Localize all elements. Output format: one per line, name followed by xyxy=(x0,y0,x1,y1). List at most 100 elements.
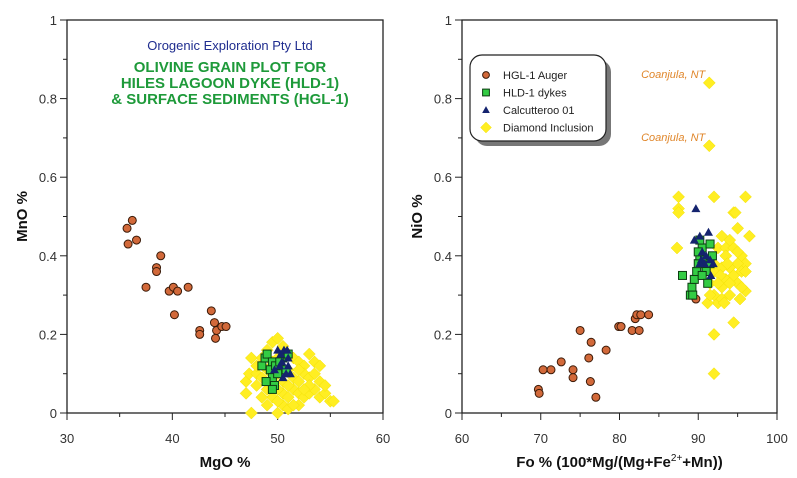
data-point xyxy=(250,379,263,392)
data-point xyxy=(586,337,596,347)
data-point xyxy=(122,223,132,233)
title-line: HILES LAGOON DYKE (HLD-1) xyxy=(121,75,339,92)
data-point xyxy=(152,267,162,277)
data-point xyxy=(591,392,601,402)
legend-label: HLD-1 dykes xyxy=(503,88,567,100)
data-point xyxy=(206,306,216,316)
data-point xyxy=(132,235,142,245)
data-point xyxy=(702,76,716,90)
x-axis-label-text: Fo % (100*Mg/(Mg+Fe xyxy=(516,454,671,471)
data-point xyxy=(282,345,292,354)
title-line: & SURFACE SEDIMENTS (HGL-1) xyxy=(111,91,349,108)
data-point xyxy=(728,206,742,219)
data-point xyxy=(703,288,717,302)
y-tick-label: 0 xyxy=(445,406,452,421)
data-point xyxy=(568,373,578,383)
series-diamond-inclusion xyxy=(670,76,756,381)
x-tick-label: 40 xyxy=(165,431,179,446)
data-point xyxy=(739,265,752,278)
x-axis-label: Fo % (100*Mg/(Mg+Fe2++Mn)) xyxy=(516,453,722,471)
data-point xyxy=(702,139,716,153)
data-point xyxy=(287,398,300,412)
data-point xyxy=(262,349,272,359)
legend-label: Diamond Inclusion xyxy=(503,123,594,135)
legend-label: Calcutteroo 01 xyxy=(503,105,575,117)
y-axis-label: NiO % xyxy=(409,194,426,238)
y-tick-label: 0.6 xyxy=(39,170,57,185)
data-point xyxy=(308,367,321,381)
data-point xyxy=(283,353,293,362)
data-point xyxy=(723,233,737,247)
x-tick-label: 60 xyxy=(376,431,390,446)
data-point xyxy=(278,373,288,382)
data-point xyxy=(585,377,595,387)
x-tick-label: 80 xyxy=(612,431,626,446)
data-point xyxy=(697,247,707,256)
data-point xyxy=(156,251,166,261)
data-point xyxy=(688,290,698,300)
data-point xyxy=(731,221,744,235)
data-point xyxy=(173,286,183,296)
y-tick-label: 0.2 xyxy=(434,327,452,342)
data-point xyxy=(292,363,306,377)
data-point xyxy=(183,282,193,292)
data-point xyxy=(670,241,684,255)
data-point xyxy=(281,390,295,404)
data-point xyxy=(601,345,611,355)
data-point xyxy=(584,353,594,363)
y-axis-label: MnO % xyxy=(14,191,31,242)
title-line: OLIVINE GRAIN PLOT FOR xyxy=(134,59,327,76)
data-point xyxy=(568,365,578,375)
series-hgl-1-auger xyxy=(122,215,231,343)
x-axis-label: MgO % xyxy=(200,454,251,471)
data-point xyxy=(297,383,311,396)
data-point xyxy=(239,386,253,400)
data-point xyxy=(556,357,566,367)
data-point xyxy=(141,282,151,292)
data-point xyxy=(575,325,585,335)
data-point xyxy=(285,369,295,378)
x-tick-label: 90 xyxy=(691,431,705,446)
data-point xyxy=(127,215,137,225)
x-tick-label: 70 xyxy=(534,431,548,446)
data-point xyxy=(270,365,280,374)
annotation: Coanjula, NT xyxy=(641,69,706,81)
y-tick-label: 0.4 xyxy=(39,249,57,264)
x-tick-label: 60 xyxy=(455,431,469,446)
data-point xyxy=(538,365,548,375)
data-point xyxy=(302,347,316,361)
y-tick-label: 0.4 xyxy=(434,249,452,264)
data-point xyxy=(731,245,744,259)
x-axis-label-sup: 2+ xyxy=(671,453,683,464)
data-point xyxy=(271,331,285,345)
data-point xyxy=(689,235,699,244)
x-tick-label: 30 xyxy=(60,431,74,446)
data-point xyxy=(695,231,705,240)
x-axis-label-end: +Mn)) xyxy=(682,454,722,471)
data-point xyxy=(697,270,707,280)
data-point xyxy=(707,328,721,341)
title-line: Orogenic Exploration Pty Ltd xyxy=(147,38,312,53)
legend-box xyxy=(469,54,607,142)
data-point xyxy=(327,394,340,408)
data-point xyxy=(318,379,332,392)
data-point xyxy=(534,388,544,398)
data-point xyxy=(283,361,293,370)
plot-2: 60 70 80 90 100 0 0.2 0.4 0.6 0.8 1 Fo % (100*Mg/(M… xyxy=(409,13,788,471)
y-tick-label: 0.8 xyxy=(39,92,57,107)
data-point xyxy=(313,359,327,373)
legend-marker-diamond xyxy=(480,121,492,134)
data-point xyxy=(717,296,731,310)
series-hgl-1-auger xyxy=(533,294,701,402)
data-point xyxy=(678,270,687,280)
y-tick-label: 1 xyxy=(445,13,452,28)
data-point xyxy=(244,351,258,365)
legend: HGL-1 Auger HLD-1 dykes Calcutteroo 01 Diam… xyxy=(469,54,611,146)
data-point xyxy=(209,318,219,328)
data-point xyxy=(687,282,697,292)
data-point xyxy=(672,206,685,219)
legend-marker-circle xyxy=(482,71,490,79)
data-point xyxy=(707,190,721,204)
data-point xyxy=(616,322,626,332)
